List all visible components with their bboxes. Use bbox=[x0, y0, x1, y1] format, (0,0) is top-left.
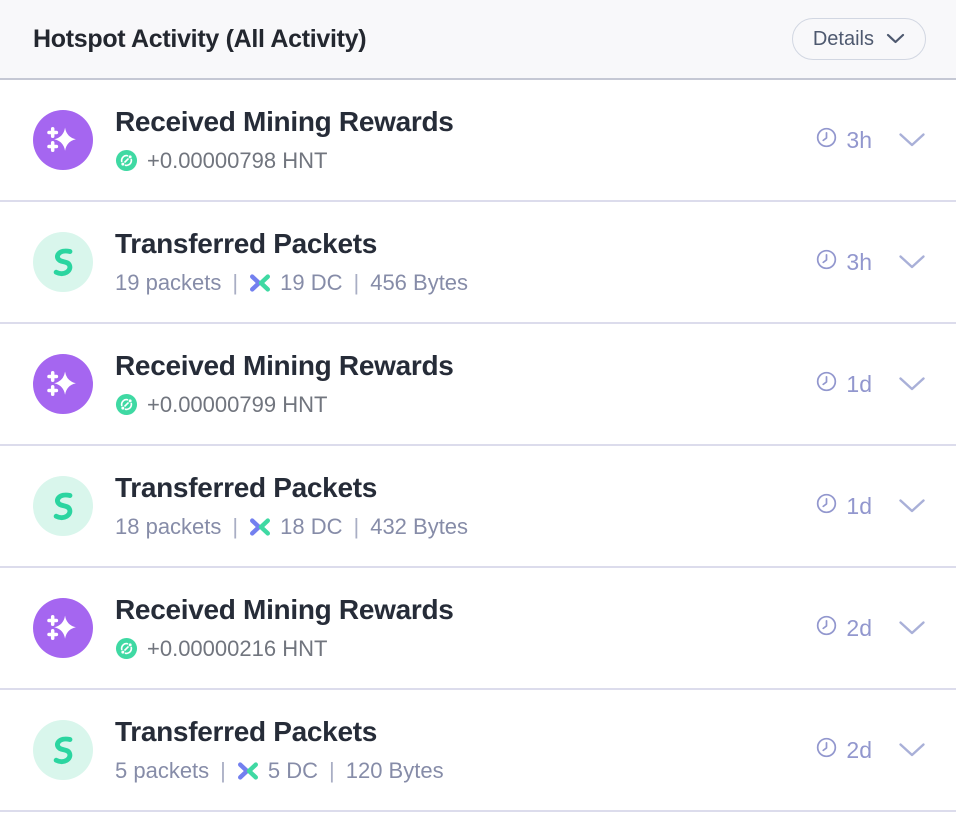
clock-icon bbox=[815, 492, 838, 521]
time-ago: 1d bbox=[815, 492, 872, 521]
chevron-down-icon[interactable] bbox=[898, 376, 926, 392]
activity-row[interactable]: Transferred Packets 5 packets | 5 DC | 1… bbox=[0, 690, 956, 812]
divider: | bbox=[329, 757, 335, 783]
activity-title: Received Mining Rewards bbox=[115, 106, 454, 138]
divider: | bbox=[220, 757, 226, 783]
time-label: 2d bbox=[846, 614, 872, 641]
mining-rewards-icon bbox=[33, 110, 93, 170]
activity-title: Transferred Packets bbox=[115, 472, 378, 504]
clock-icon bbox=[815, 126, 838, 155]
dc-amount: 18 DC bbox=[280, 513, 343, 539]
data-credits-icon bbox=[249, 517, 271, 537]
transferred-packets-icon bbox=[33, 476, 93, 536]
divider: | bbox=[232, 269, 239, 295]
activity-title: Transferred Packets bbox=[115, 716, 378, 748]
divider: | bbox=[353, 513, 360, 539]
helium-hnt-icon bbox=[115, 637, 138, 660]
helium-hnt-icon bbox=[115, 149, 138, 172]
packets-count: 18 packets bbox=[115, 513, 222, 539]
time-label: 2d bbox=[846, 736, 872, 763]
bytes-amount: 432 Bytes bbox=[370, 513, 469, 539]
activity-title: Received Mining Rewards bbox=[115, 594, 454, 626]
bytes-amount: 456 Bytes bbox=[370, 269, 469, 295]
dc-amount: 19 DC bbox=[280, 269, 343, 295]
data-credits-icon bbox=[237, 761, 259, 781]
activity-row[interactable]: Transferred Packets 18 packets | 18 DC |… bbox=[0, 446, 956, 568]
mining-rewards-icon bbox=[33, 354, 93, 414]
chevron-down-icon[interactable] bbox=[898, 620, 926, 636]
details-dropdown-button[interactable]: Details bbox=[791, 18, 926, 60]
packets-count: 5 packets bbox=[115, 757, 210, 783]
dc-amount: 5 DC bbox=[267, 757, 319, 783]
clock-icon bbox=[815, 370, 838, 399]
clock-icon bbox=[815, 248, 838, 277]
divider: | bbox=[232, 513, 239, 539]
chevron-down-icon[interactable] bbox=[898, 498, 926, 514]
activity-row[interactable]: Transferred Packets 19 packets | 19 DC |… bbox=[0, 202, 956, 324]
hnt-amount: +0.00000798 HNT bbox=[147, 147, 328, 173]
time-ago: 2d bbox=[815, 614, 872, 643]
transferred-packets-icon bbox=[33, 232, 93, 292]
data-credits-icon bbox=[249, 273, 271, 293]
clock-icon bbox=[815, 614, 838, 643]
time-ago: 3h bbox=[815, 248, 872, 277]
transferred-packets-icon bbox=[33, 720, 93, 780]
time-label: 1d bbox=[846, 370, 872, 397]
details-button-label: Details bbox=[812, 27, 874, 50]
time-ago: 1d bbox=[815, 370, 872, 399]
time-label: 1d bbox=[846, 492, 872, 519]
time-label: 3h bbox=[846, 126, 872, 153]
divider: | bbox=[353, 269, 360, 295]
activity-row[interactable]: Received Mining Rewards +0.00000799 HNT … bbox=[0, 324, 956, 446]
hnt-amount: +0.00000216 HNT bbox=[147, 635, 328, 661]
mining-rewards-icon bbox=[33, 598, 93, 658]
activity-title: Transferred Packets bbox=[115, 228, 378, 260]
bytes-amount: 120 Bytes bbox=[345, 757, 444, 783]
time-ago: 3h bbox=[815, 126, 872, 155]
activity-row[interactable]: Received Mining Rewards +0.00000216 HNT … bbox=[0, 568, 956, 690]
time-ago: 2d bbox=[815, 736, 872, 765]
chevron-down-icon[interactable] bbox=[898, 132, 926, 148]
helium-hnt-icon bbox=[115, 393, 138, 416]
page-title: Hotspot Activity (All Activity) bbox=[33, 24, 367, 53]
panel-header: Hotspot Activity (All Activity) Details bbox=[0, 0, 956, 80]
hnt-amount: +0.00000799 HNT bbox=[147, 391, 328, 417]
activity-title: Received Mining Rewards bbox=[115, 350, 454, 382]
clock-icon bbox=[815, 736, 838, 765]
activity-row[interactable]: Received Mining Rewards +0.00000798 HNT … bbox=[0, 80, 956, 202]
chevron-down-icon[interactable] bbox=[898, 254, 926, 270]
packets-count: 19 packets bbox=[115, 269, 222, 295]
chevron-down-icon[interactable] bbox=[898, 742, 926, 758]
time-label: 3h bbox=[846, 248, 872, 275]
chevron-down-icon bbox=[886, 33, 905, 45]
